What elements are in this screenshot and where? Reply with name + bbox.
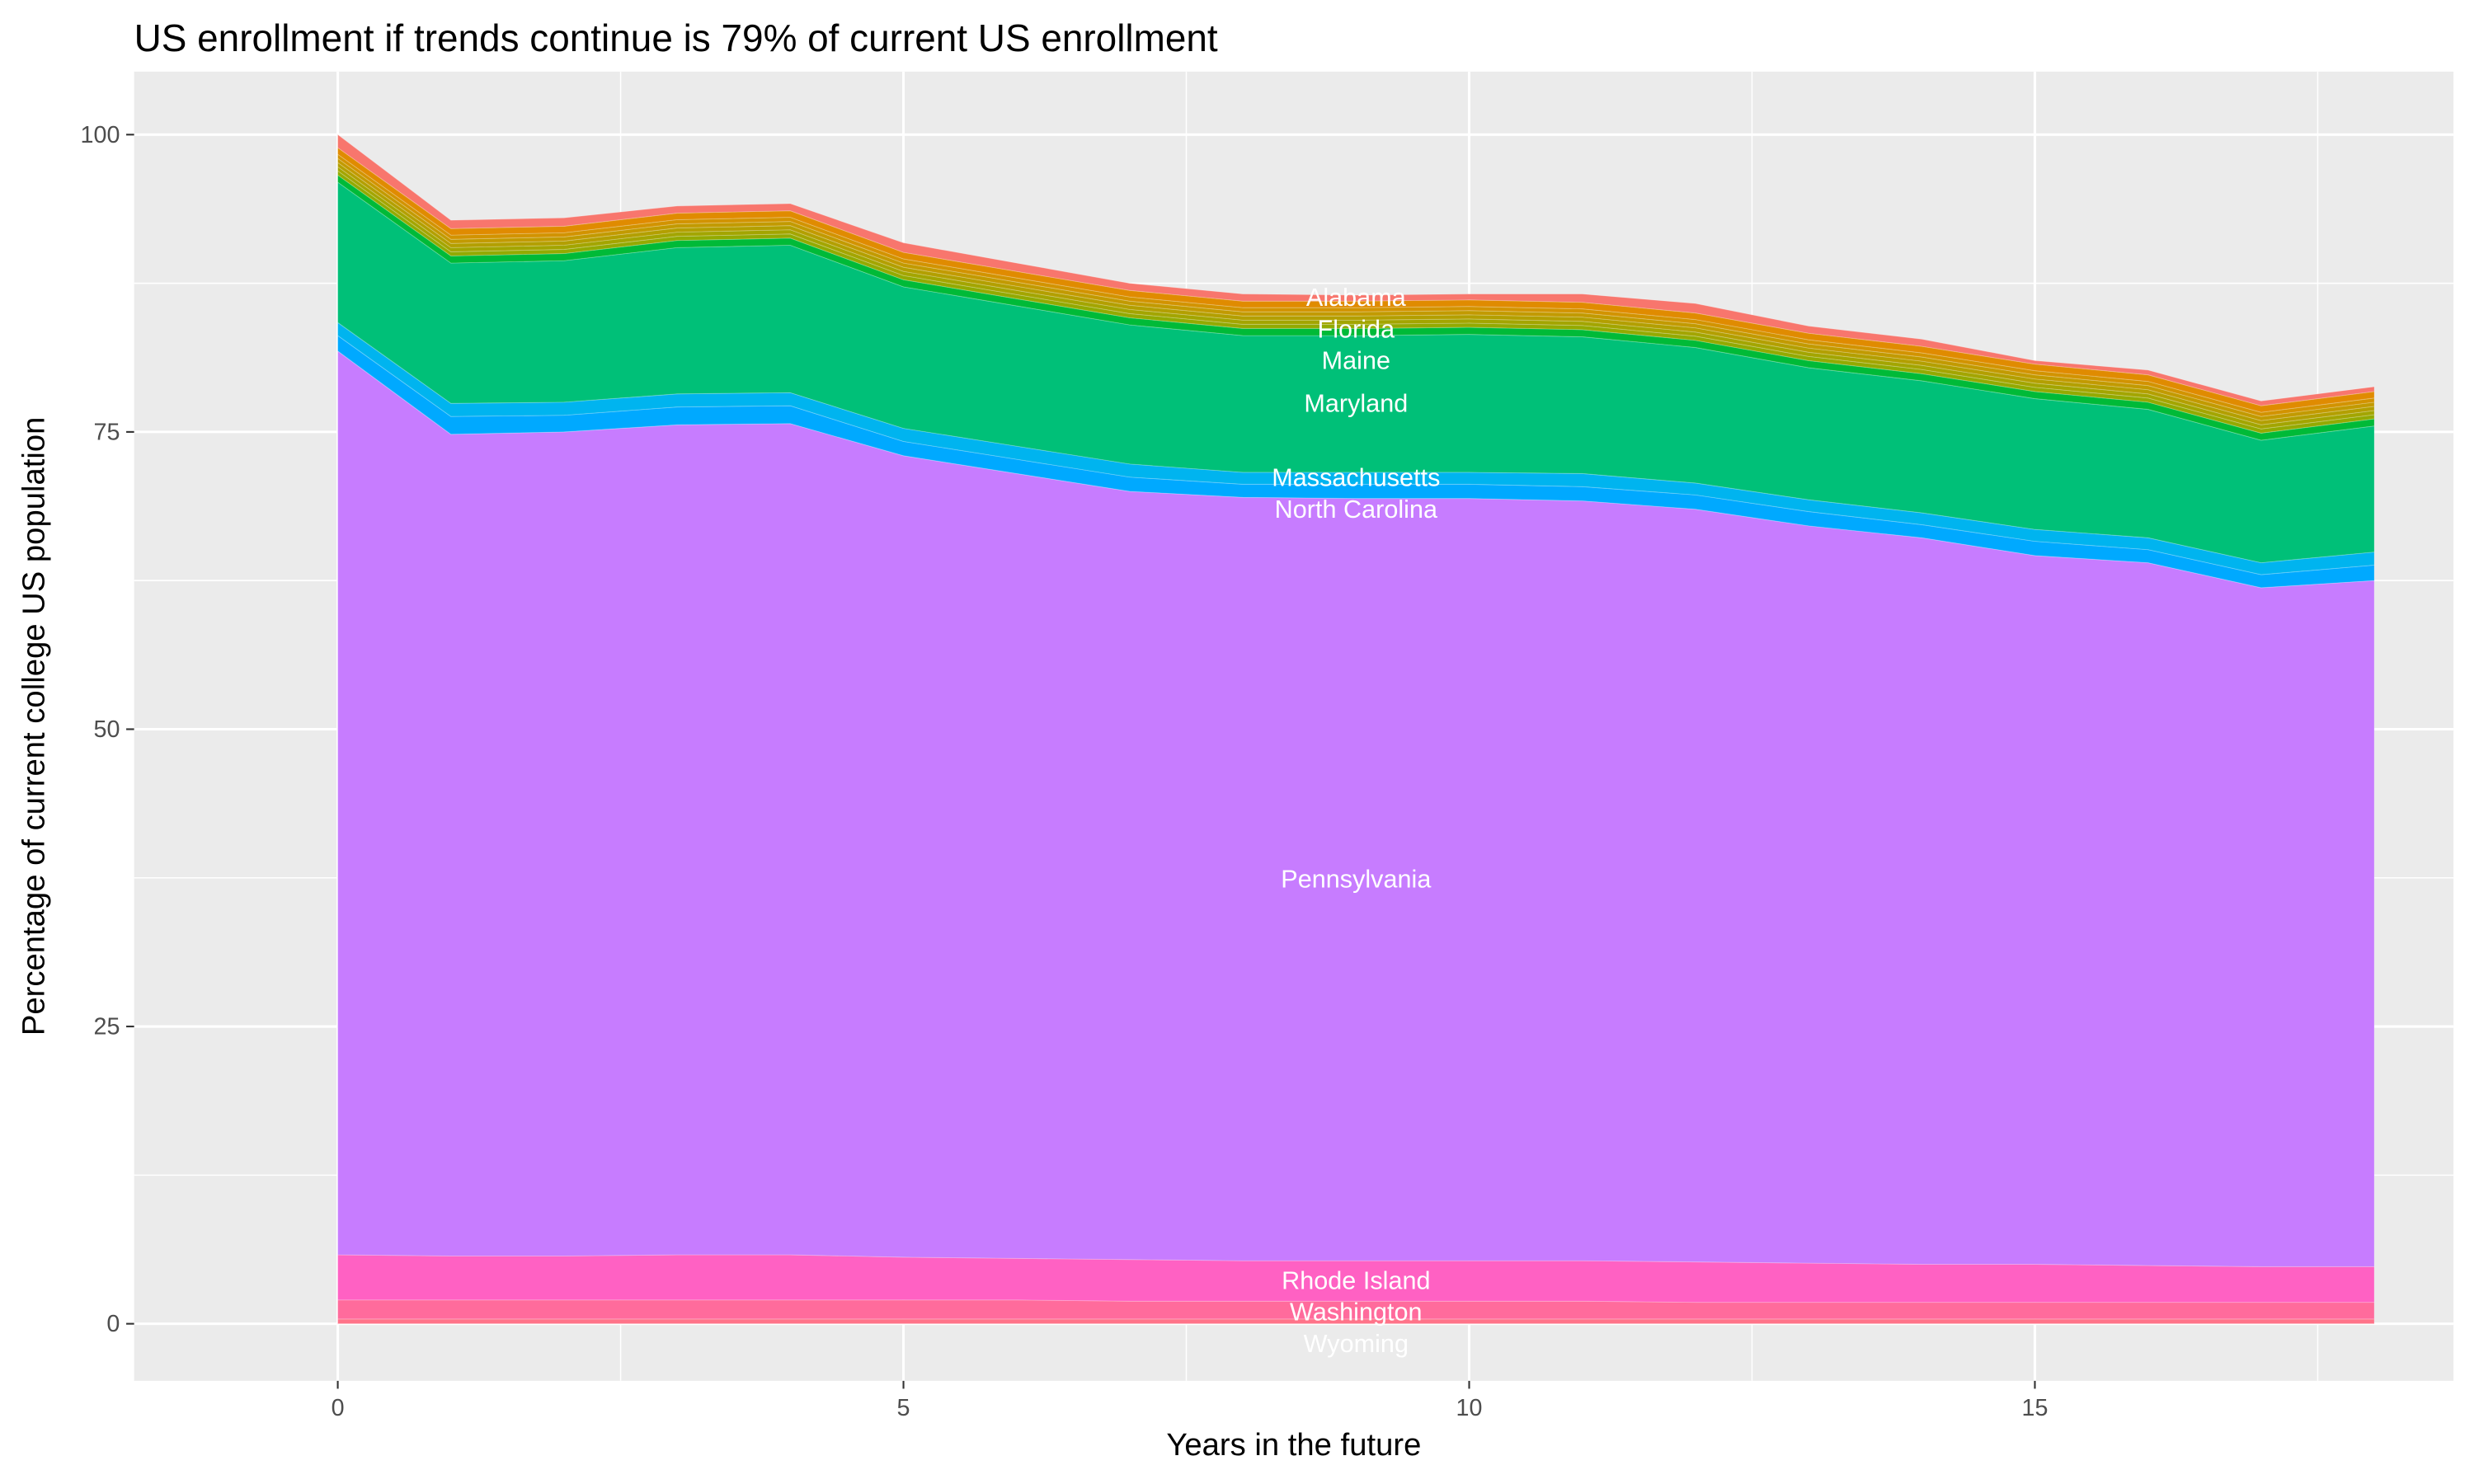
area-labels: Alabama Florida Maine Maryland Massachusetts…: [1272, 284, 1440, 1358]
y-tick-label: 50: [93, 716, 120, 743]
area-label: Washington: [1290, 1298, 1423, 1327]
axes: 0 5 10 15 0 25 50 75 100: [81, 122, 2048, 1421]
area-label: Pennsylvania: [1281, 865, 1432, 893]
area-label: Alabama: [1306, 284, 1407, 312]
y-axis-title: Percentage of current college US populat…: [16, 417, 52, 1036]
area-label: Massachusetts: [1272, 464, 1440, 492]
area-massachusetts: [337, 322, 2375, 575]
y-tick-label: 100: [81, 122, 120, 148]
area-alabama: [337, 134, 2375, 406]
area-florida: [337, 162, 2375, 425]
area-unlabeled-state: [337, 153, 2375, 417]
y-tick-label: 25: [93, 1014, 120, 1040]
x-tick-label: 10: [1456, 1395, 1483, 1421]
chart-title: US enrollment if trends continue is 79% …: [134, 16, 1218, 59]
x-tick-label: 15: [2022, 1395, 2048, 1421]
areas: [337, 134, 2375, 1325]
area-label: Maryland: [1304, 390, 1408, 418]
area-label: North Carolina: [1275, 495, 1438, 524]
x-axis-title: Years in the future: [1166, 1427, 1421, 1463]
area-label: Florida: [1318, 315, 1396, 343]
area-unlabeled-state: [337, 170, 2375, 434]
x-tick-label: 5: [897, 1395, 910, 1421]
y-tick-label: 75: [93, 419, 120, 445]
y-tick-label: 0: [106, 1311, 120, 1337]
x-tick-label: 0: [332, 1395, 345, 1421]
area-label: Wyoming: [1304, 1330, 1409, 1358]
area-label: Rhode Island: [1282, 1266, 1430, 1294]
area-pennsylvania: [337, 350, 2375, 1267]
area-label: Maine: [1322, 347, 1390, 375]
